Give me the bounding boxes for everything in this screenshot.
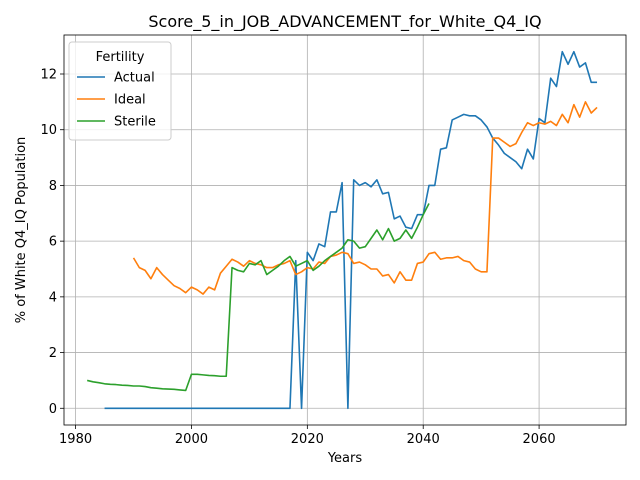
series-line-actual (104, 50, 598, 410)
legend-box (68, 41, 172, 141)
legend: Fertility Actual Ideal Sterile (68, 41, 172, 141)
grid-lines (64, 35, 626, 425)
plot-area-frame (63, 34, 627, 426)
y-tick-label: 6 (49, 235, 57, 250)
y-tick-label: 8 (49, 179, 57, 194)
legend-label-sterile: Sterile (114, 115, 156, 130)
legend-label-ideal: Ideal (114, 93, 146, 108)
y-tick-label: 4 (49, 290, 57, 305)
x-axis-label: Years (327, 451, 363, 466)
x-tick-label: 2000 (175, 432, 208, 447)
y-axis-label: % of White Q4_IQ Population (14, 137, 29, 324)
chart-title: Score_5_in_JOB_ADVANCEMENT_for_White_Q4_… (148, 12, 541, 32)
x-tick-label: 2020 (291, 432, 324, 447)
y-tick-label: 12 (40, 68, 57, 83)
x-tick-label: 1980 (59, 432, 92, 447)
plot-series (86, 50, 598, 410)
series-line-sterile (86, 203, 430, 392)
x-tick-label: 2040 (407, 432, 440, 447)
legend-label-actual: Actual (114, 71, 155, 86)
x-axis-ticks: 1980 2000 2020 2040 2060 (59, 425, 556, 447)
legend-title: Fertility (96, 50, 145, 65)
y-tick-label: 2 (49, 346, 57, 361)
y-axis-ticks: 0 2 4 6 8 10 12 (40, 68, 64, 417)
x-tick-label: 2060 (523, 432, 556, 447)
series-line-ideal (132, 101, 598, 295)
y-tick-label: 0 (49, 402, 57, 417)
y-tick-label: 10 (40, 123, 57, 138)
